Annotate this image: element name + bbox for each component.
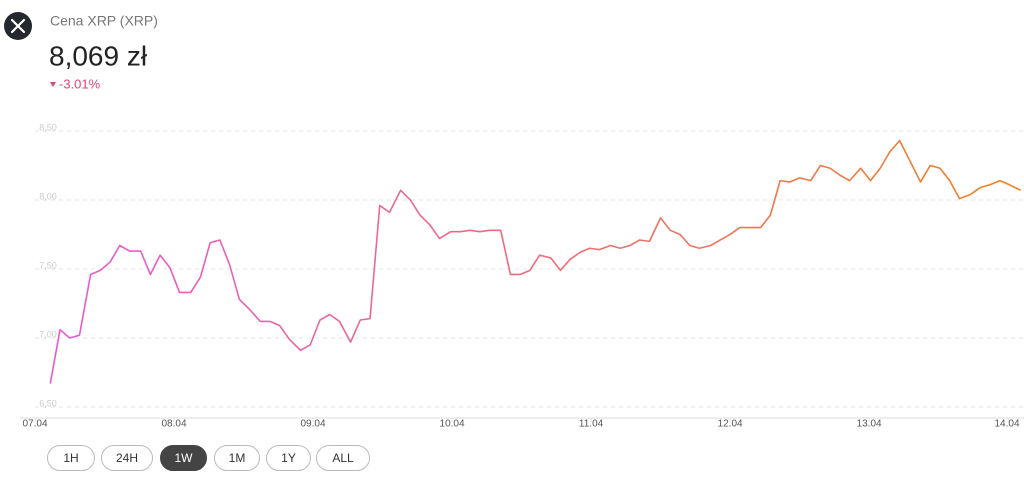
change: -3.01%: [59, 76, 101, 91]
change-icon: [50, 82, 56, 87]
y-tick-label: 8,00: [39, 191, 57, 201]
range-button[interactable]: 1M: [214, 445, 260, 471]
x-tick-label: 12.04: [718, 419, 743, 430]
y-tick-label: 7,00: [39, 329, 57, 339]
x-tick-label: 13.04: [857, 419, 882, 430]
title: Cena XRP (XRP): [50, 13, 158, 29]
x-tick-label: 07.04: [22, 419, 47, 430]
y-tick-label: 6,50: [39, 398, 57, 408]
price-line: [49, 139, 1021, 384]
range-button[interactable]: ALL: [316, 445, 370, 471]
price: 8,069 zł: [49, 40, 148, 71]
range-button[interactable]: 1Y: [266, 445, 311, 471]
logo-mark: [10, 18, 26, 34]
range-button[interactable]: 24H: [101, 445, 153, 471]
x-tick-label: 10.04: [440, 419, 465, 430]
x-tick-label: 08.04: [161, 419, 186, 430]
y-tick-label: 8,50: [39, 122, 57, 132]
y-tick-label: 7,50: [39, 260, 57, 270]
x-tick-label: 11.04: [579, 419, 604, 430]
range-button[interactable]: 1W: [160, 445, 207, 471]
x-tick-label: 09.04: [301, 419, 326, 430]
range-button[interactable]: 1H: [47, 445, 95, 471]
x-tick-label: 14.04: [994, 419, 1019, 430]
